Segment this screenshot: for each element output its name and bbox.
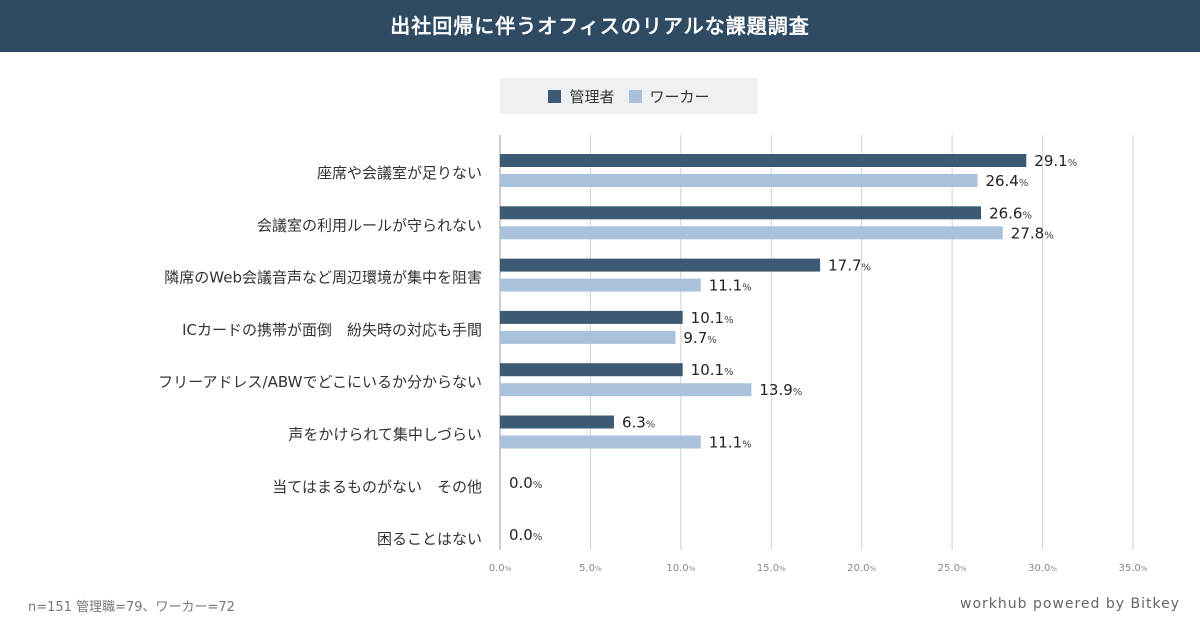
data-label: 0.0% xyxy=(509,526,542,544)
category-label: 会議室の利用ルールが守られない xyxy=(257,216,482,234)
x-tick-label: 30.0% xyxy=(1028,563,1057,574)
bar xyxy=(500,330,676,344)
category-label: 当てはまるものがない その他 xyxy=(272,478,482,496)
bar xyxy=(500,154,1027,167)
bar xyxy=(500,278,701,292)
legend-item-manager: 管理者 xyxy=(548,86,615,107)
data-label: 17.7% xyxy=(828,257,871,275)
data-label: 6.3% xyxy=(622,414,655,432)
category-label: ICカードの携帯が面倒 紛失時の対応も手間 xyxy=(182,321,482,339)
data-label: 9.7% xyxy=(683,329,716,347)
data-label: 26.6% xyxy=(989,204,1032,222)
brand-credit: workhub powered by Bitkey xyxy=(960,596,1180,612)
page-title: 出社回帰に伴うオフィスのリアルな課題調査 xyxy=(0,0,1200,52)
data-label: 27.8% xyxy=(1011,224,1054,242)
legend-label: ワーカー xyxy=(649,87,710,106)
data-label: 10.1% xyxy=(691,309,734,327)
x-tick-label: 20.0% xyxy=(847,563,876,574)
x-tick-label: 5.0% xyxy=(579,563,602,574)
data-label: 29.1% xyxy=(1034,152,1077,170)
legend-label: 管理者 xyxy=(569,87,615,106)
data-label: 10.1% xyxy=(691,361,734,379)
category-label: フリーアドレス/ABWでどこにいるか分からない xyxy=(158,373,482,391)
data-label: 11.1% xyxy=(709,277,752,295)
data-label: 0.0% xyxy=(509,474,542,492)
bar xyxy=(500,363,683,377)
data-label: 26.4% xyxy=(985,172,1028,190)
data-label: 13.9% xyxy=(759,381,802,399)
bar xyxy=(500,174,978,187)
category-label: 困ることはない xyxy=(377,530,482,548)
x-tick-label: 15.0% xyxy=(757,563,786,574)
bar xyxy=(500,415,614,429)
bar xyxy=(500,435,701,449)
bar xyxy=(500,310,683,324)
legend-swatch xyxy=(628,89,642,103)
legend-item-worker: ワーカー xyxy=(628,86,710,107)
data-label: 11.1% xyxy=(709,434,752,452)
category-label: 隣席のWeb会議音声など周辺環境が集中を阻害 xyxy=(164,269,482,287)
legend: 管理者 ワーカー xyxy=(500,78,758,114)
x-tick-label: 25.0% xyxy=(938,563,967,574)
bar xyxy=(500,206,982,220)
footnote: n=151 管理職=79、ワーカー=72 xyxy=(28,600,235,615)
bar xyxy=(500,383,752,397)
legend-swatch xyxy=(548,89,562,103)
x-tick-label: 0.0% xyxy=(489,563,512,574)
category-label: 声をかけられて集中しづらい xyxy=(288,426,482,444)
bar xyxy=(500,258,821,272)
x-tick-label: 35.0% xyxy=(1119,563,1148,574)
x-tick-label: 10.0% xyxy=(666,563,695,574)
bar xyxy=(500,226,1003,240)
category-label: 座席や会議室が足りない xyxy=(317,164,482,182)
